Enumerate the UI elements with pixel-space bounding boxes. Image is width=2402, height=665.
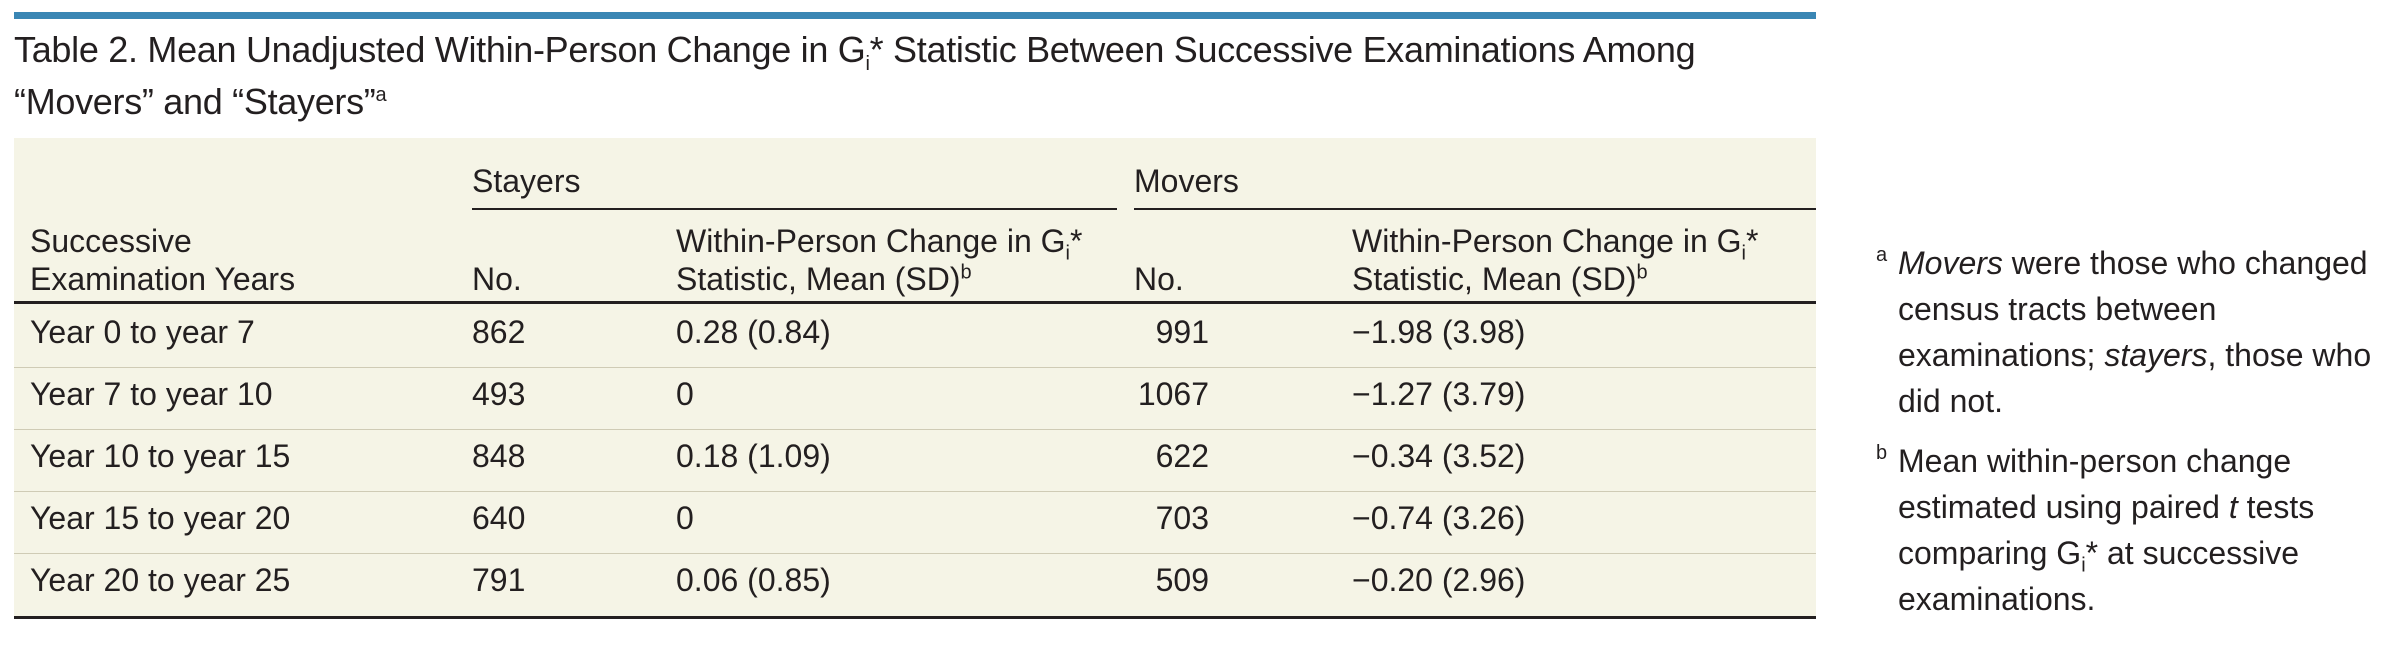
header-subscript: i: [1741, 242, 1746, 265]
data-table: Stayers Movers Successive Examination Ye…: [14, 138, 1816, 618]
group-header-stayers: Stayers: [472, 163, 581, 199]
header-text: Within-Person Change in G: [1352, 223, 1742, 259]
footnote-a-emphasis-1: Movers: [1898, 245, 2003, 281]
row-4-movers-change: −0.74 (3.26): [1352, 500, 1526, 536]
footnote-b-text-1: Mean within-person change estimated usin…: [1898, 443, 2292, 525]
row-2-stayers-no: 493: [472, 376, 526, 412]
title-subscript: i: [865, 53, 870, 76]
row-1-years: Year 0 to year 7: [30, 314, 255, 350]
row-2-years: Year 7 to year 10: [30, 376, 273, 412]
header-asterisk: *: [1069, 223, 1083, 259]
row-2-stayers-change: 0: [676, 376, 694, 412]
title-text-1: Table 2. Mean Unadjusted Within-Person C…: [14, 29, 866, 70]
row-1-movers-no: 991: [1155, 314, 1209, 350]
row-5-stayers-change: 0.06 (0.85): [676, 562, 831, 598]
row-rule: [14, 367, 1816, 368]
header-asterisk: *: [1745, 223, 1759, 259]
row-rule: [14, 553, 1816, 554]
row-1-stayers-change: 0.28 (0.84): [676, 314, 831, 350]
title-text-3: “Movers” and “Stayers”: [14, 81, 376, 122]
footnote-a-text-1: were those who changed census tracts bet…: [1898, 245, 2368, 373]
row-5-stayers-no: 791: [472, 562, 526, 598]
footnote-b-mark: b: [1876, 442, 1888, 464]
row-1-stayers-no: 862: [472, 314, 526, 350]
row-5-years: Year 20 to year 25: [30, 562, 291, 598]
header-footnote-mark: b: [1636, 261, 1648, 284]
footnote-b: b Mean within-person change estimated usi…: [1876, 438, 2396, 622]
row-2-movers-change: −1.27 (3.79): [1352, 376, 1526, 412]
row-3-movers-no: 622: [1155, 438, 1209, 474]
group-rule-stayers: [472, 208, 1117, 210]
row-3-stayers-no: 848: [472, 438, 526, 474]
table-bottom-rule: [14, 616, 1816, 619]
column-header-years-line1: Successive: [30, 223, 192, 259]
footnote-a: a Movers were those who changed census tr…: [1876, 240, 2396, 424]
footnote-a-text-2: , those who did not.: [1898, 337, 2372, 419]
row-4-years: Year 15 to year 20: [30, 500, 291, 536]
row-1-movers-change: −1.98 (3.98): [1352, 314, 1526, 350]
column-header-movers-change: Within-Person Change in Gi* Statistic, M…: [1352, 222, 1758, 298]
header-text: Within-Person Change in G: [676, 223, 1066, 259]
header-text-2: Statistic, Mean (SD): [1352, 261, 1637, 297]
row-5-movers-no: 509: [1155, 562, 1209, 598]
row-4-stayers-change: 0: [676, 500, 694, 536]
row-4-stayers-no: 640: [472, 500, 526, 536]
group-header-movers: Movers: [1134, 163, 1239, 199]
title-text-2: * Statistic Between Successive Examinati…: [869, 29, 1696, 70]
header-subscript: i: [1065, 242, 1070, 265]
footnote-b-text-2: tests comparing G: [1898, 489, 2315, 571]
group-rule-movers: [1134, 208, 1816, 210]
footnote-a-mark: a: [1876, 244, 1888, 266]
footnote-a-emphasis-2: stayers: [2104, 337, 2208, 373]
title-accent-bar: [14, 12, 1816, 19]
row-3-movers-change: −0.34 (3.52): [1352, 438, 1526, 474]
footnote-b-emphasis: t: [2228, 489, 2238, 525]
row-rule: [14, 491, 1816, 492]
column-header-years: Successive Examination Years: [30, 222, 295, 298]
column-header-years-line2: Examination Years: [30, 261, 296, 297]
row-3-stayers-change: 0.18 (1.09): [676, 438, 831, 474]
footnote-b-subscript: i: [2081, 554, 2086, 577]
row-rule: [14, 429, 1816, 430]
header-footnote-mark: b: [960, 261, 972, 284]
row-4-movers-no: 703: [1155, 500, 1209, 536]
row-2-movers-no: 1067: [1137, 376, 1209, 412]
column-header-movers-no: No.: [1134, 261, 1184, 297]
column-header-stayers-no: No.: [472, 261, 522, 297]
title-footnote-mark: a: [375, 84, 387, 106]
row-5-movers-change: −0.20 (2.96): [1352, 562, 1526, 598]
column-header-stayers-change: Within-Person Change in Gi* Statistic, M…: [676, 222, 1082, 298]
footnotes: a Movers were those who changed census tr…: [1876, 240, 2396, 636]
footnote-b-text-3: * at successive examinations.: [1898, 535, 2300, 617]
table-title: Table 2. Mean Unadjusted Within-Person C…: [14, 24, 1816, 128]
row-3-years: Year 10 to year 15: [30, 438, 291, 474]
header-text-2: Statistic, Mean (SD): [676, 261, 961, 297]
header-rule: [14, 301, 1816, 304]
